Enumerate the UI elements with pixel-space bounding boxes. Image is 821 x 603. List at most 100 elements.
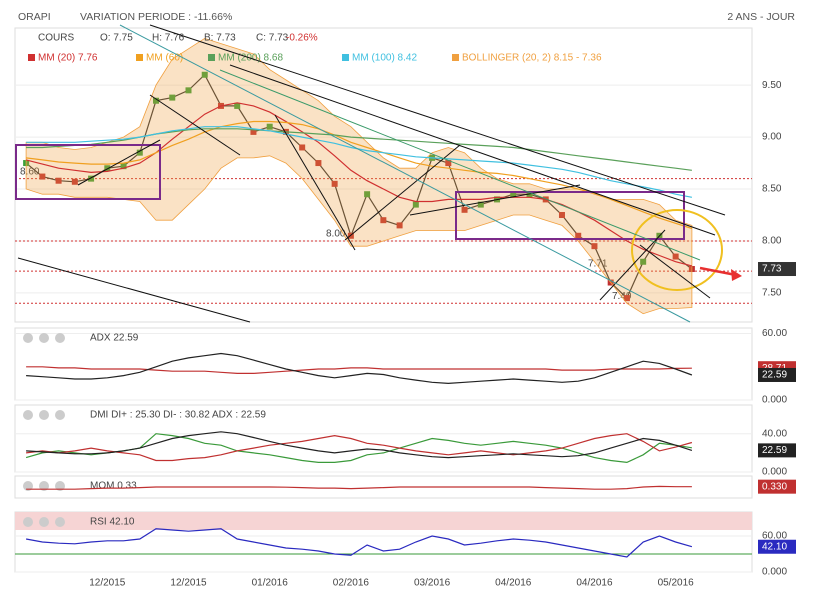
- y-tick-label: 9.00: [762, 132, 782, 143]
- ohlc-label: B: 7.73: [204, 33, 236, 44]
- y-tick-label: 8.50: [762, 184, 782, 195]
- candle: [136, 149, 143, 156]
- legend-label: COURS: [38, 33, 74, 44]
- y-tick-label: 8.00: [762, 236, 782, 247]
- candle: [591, 243, 598, 250]
- y-tick-label: 9.50: [762, 80, 782, 91]
- candle: [71, 178, 78, 185]
- candle: [153, 97, 160, 104]
- series-line: [25, 528, 693, 558]
- legend-swatch: [136, 54, 143, 61]
- overbought-zone: [15, 512, 752, 530]
- last-value: 7.73: [762, 264, 782, 275]
- panel-label: ADX 22.59: [90, 333, 139, 344]
- trend-line: [77, 139, 161, 186]
- candle: [461, 206, 468, 213]
- candle: [55, 177, 62, 184]
- ohlc-label: H: 7.76: [152, 33, 185, 44]
- last-value-box: [758, 262, 796, 277]
- legend-swatch: [28, 54, 35, 61]
- title: ORAPI: [18, 11, 51, 23]
- legend-swatch: [452, 54, 459, 61]
- last-value-box: [758, 479, 796, 494]
- panel-icon: [55, 481, 65, 491]
- candle: [575, 232, 582, 239]
- y-tick-label: 60.00: [762, 328, 787, 339]
- ohlc-label: C: 7.73: [256, 33, 289, 44]
- last-value: 22.59: [762, 370, 787, 381]
- last-value: 22.59: [762, 445, 787, 456]
- panel-label: MOM 0.33: [90, 481, 137, 492]
- candle: [445, 160, 452, 167]
- legend-swatch: [342, 54, 349, 61]
- candle: [315, 160, 322, 167]
- annotations: [15, 24, 742, 323]
- candle: [120, 163, 127, 170]
- legend-label: MM (100) 8.42: [352, 53, 417, 64]
- candle: [672, 253, 679, 260]
- circle: [631, 209, 723, 291]
- panel-icon: [23, 481, 33, 491]
- y-tick-label: 0.000: [762, 395, 787, 406]
- trend-line: [219, 69, 701, 261]
- series-line: [26, 485, 692, 490]
- panel-icon: [55, 410, 65, 420]
- panel-icon: [39, 333, 49, 343]
- plot-area: 7.508.008.509.009.508.608.007.717.407.73…: [14, 27, 796, 589]
- panel-label: DMI DI+ : 25.30 DI- : 30.82 ADX : 22.59: [90, 410, 266, 421]
- arrow-head: [731, 269, 742, 281]
- candle: [380, 217, 387, 224]
- candle: [250, 128, 257, 135]
- legend-label: BOLLINGER (20, 2) 8.15 - 7.36: [462, 53, 602, 64]
- panel-icon: [23, 410, 33, 420]
- candle: [364, 191, 371, 198]
- box: [15, 144, 161, 200]
- x-tick-label: 01/2016: [252, 578, 289, 589]
- candle: [640, 258, 647, 265]
- level-label: 7.71: [588, 259, 608, 270]
- panel-icon: [39, 481, 49, 491]
- y-tick-label: 60.00: [762, 531, 787, 542]
- candle: [234, 102, 241, 109]
- candle: [331, 180, 338, 187]
- trend-line: [17, 257, 251, 323]
- x-tick-label: 05/2016: [658, 578, 695, 589]
- x-tick-label: 04/2016: [495, 578, 532, 589]
- x-tick-label: 12/2015: [170, 578, 207, 589]
- panel-label: RSI 42.10: [90, 517, 135, 528]
- trend-line: [409, 184, 581, 216]
- candle: [104, 165, 111, 172]
- series-line: [26, 352, 693, 385]
- trend-line: [119, 24, 691, 323]
- x-tick-label: 12/2015: [89, 578, 126, 589]
- series-line: [26, 433, 693, 462]
- legend-swatch: [208, 54, 215, 61]
- x-tick-label: 04/2016: [576, 578, 613, 589]
- series-line: [26, 120, 693, 230]
- change-label: -0.26%: [286, 33, 318, 44]
- panel-icon: [55, 333, 65, 343]
- last-value: 0.330: [762, 481, 787, 492]
- legend-label: MM (20) 7.76: [38, 53, 98, 64]
- last-value-box: [758, 539, 796, 554]
- candle: [412, 201, 419, 208]
- trend-line: [274, 114, 356, 251]
- y-tick-label: 40.00: [762, 428, 787, 439]
- legend-label: MM (60): [146, 53, 183, 64]
- trend-line: [229, 64, 716, 236]
- candle: [88, 175, 95, 182]
- candle: [266, 123, 273, 130]
- trend-line: [639, 244, 711, 299]
- last-value-box: [758, 367, 796, 382]
- x-tick-label: 02/2016: [333, 578, 370, 589]
- variation: VARIATION PERIODE : -11.66%: [80, 11, 232, 23]
- level-label: 8.60: [20, 166, 40, 177]
- series-line: [26, 366, 692, 374]
- level-label: 8.00: [326, 229, 346, 240]
- candle: [477, 201, 484, 208]
- y-tick-label: 0.000: [762, 567, 787, 578]
- candle: [623, 295, 630, 302]
- candle: [396, 222, 403, 229]
- panel-icon: [23, 333, 33, 343]
